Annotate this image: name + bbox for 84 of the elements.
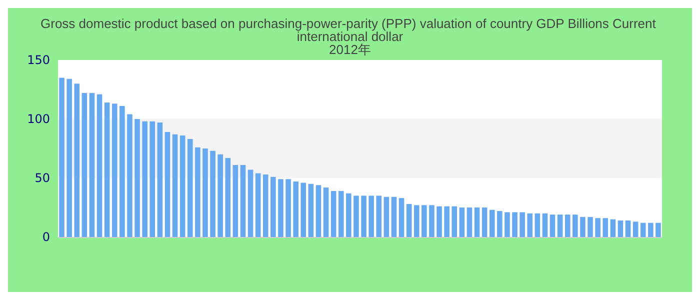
bar	[195, 147, 200, 237]
bar	[120, 106, 125, 237]
bar	[248, 170, 254, 237]
bar	[640, 222, 646, 237]
bar	[262, 174, 268, 237]
bar	[308, 184, 314, 237]
bar	[74, 84, 80, 237]
bar	[59, 78, 64, 237]
bar	[127, 114, 132, 237]
bar	[172, 134, 178, 237]
bar	[459, 208, 465, 237]
bar	[550, 214, 556, 237]
bar	[489, 210, 495, 237]
bar	[210, 150, 216, 237]
bar	[112, 104, 118, 237]
bar	[391, 196, 397, 237]
bar	[150, 121, 156, 237]
bar	[497, 211, 502, 237]
bar	[542, 213, 548, 237]
bar	[316, 185, 322, 237]
bar	[66, 78, 72, 237]
bar	[452, 206, 458, 237]
bar	[572, 214, 578, 237]
bar	[232, 165, 238, 237]
y-tick-label: 50	[34, 171, 50, 185]
bar	[218, 154, 223, 237]
bar	[346, 193, 352, 237]
bar	[164, 132, 170, 237]
bar	[618, 220, 624, 237]
bar	[330, 190, 336, 237]
bar	[187, 139, 193, 237]
bar	[610, 219, 616, 237]
bar	[436, 206, 442, 237]
bar	[504, 212, 510, 237]
bar	[625, 220, 631, 237]
bar	[557, 214, 563, 237]
bar	[293, 182, 298, 237]
y-tick-label: 150	[27, 53, 50, 67]
bar	[82, 93, 88, 237]
bar	[96, 94, 102, 237]
bar	[398, 198, 404, 237]
bar	[406, 204, 412, 237]
bar	[466, 208, 472, 237]
bar	[89, 93, 95, 237]
bar	[278, 179, 284, 237]
bar	[429, 205, 434, 237]
bar	[354, 196, 359, 237]
bar	[225, 158, 231, 237]
bar	[361, 196, 366, 237]
bar	[286, 179, 291, 237]
bar	[414, 205, 420, 237]
bar	[270, 176, 276, 237]
bar	[520, 212, 525, 237]
bar	[202, 148, 208, 237]
bar	[444, 206, 450, 237]
bar	[180, 136, 186, 237]
y-tick-label: 0	[42, 230, 50, 244]
bar	[422, 205, 427, 237]
bar	[602, 218, 608, 237]
bar	[376, 196, 382, 237]
bar	[323, 187, 329, 237]
y-tick-label: 100	[27, 112, 50, 126]
bar	[482, 208, 488, 237]
bar	[368, 196, 374, 237]
bar	[564, 214, 570, 237]
bar	[580, 216, 586, 237]
bar	[255, 173, 261, 237]
bar	[588, 216, 593, 237]
bar	[338, 190, 344, 237]
bar	[300, 182, 306, 237]
bar	[656, 222, 661, 237]
bar	[632, 222, 638, 237]
bar	[512, 212, 518, 237]
bar	[648, 222, 654, 237]
bar	[595, 218, 600, 237]
bar	[142, 121, 148, 237]
bar	[134, 119, 140, 237]
bar	[534, 213, 540, 237]
bar	[104, 102, 110, 237]
bar	[384, 196, 390, 237]
bar	[474, 208, 480, 237]
bar	[527, 213, 533, 237]
bar	[157, 122, 163, 237]
bar	[240, 165, 246, 237]
